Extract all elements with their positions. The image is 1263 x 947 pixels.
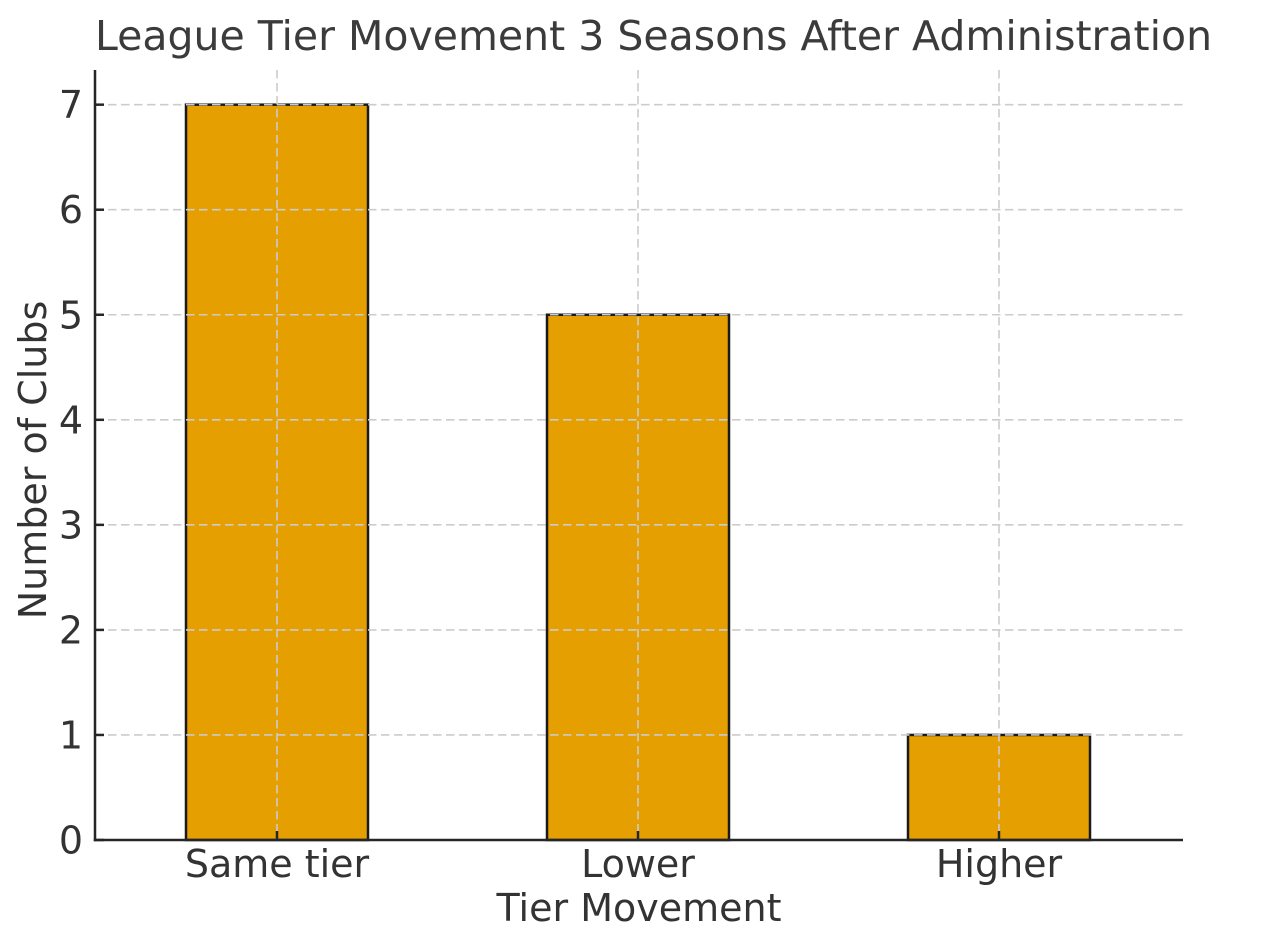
chart-title: League Tier Movement 3 Seasons After Adm…	[95, 12, 1213, 60]
y-tick-label-4: 4	[59, 398, 83, 442]
y-tick-label-0: 0	[59, 819, 83, 863]
y-tick-label-3: 3	[59, 503, 83, 547]
y-tick-label-7: 7	[59, 83, 83, 127]
y-tick-label-1: 1	[59, 713, 83, 757]
x-axis-label: Tier Movement	[496, 886, 782, 930]
x-tick-label-2: Higher	[936, 842, 1063, 886]
x-tick-label-1: Lower	[581, 842, 695, 886]
y-tick-label-6: 6	[59, 188, 83, 232]
x-tick-label-0: Same tier	[185, 842, 370, 886]
y-tick-label-5: 5	[59, 293, 83, 337]
y-tick-label-2: 2	[59, 608, 83, 652]
